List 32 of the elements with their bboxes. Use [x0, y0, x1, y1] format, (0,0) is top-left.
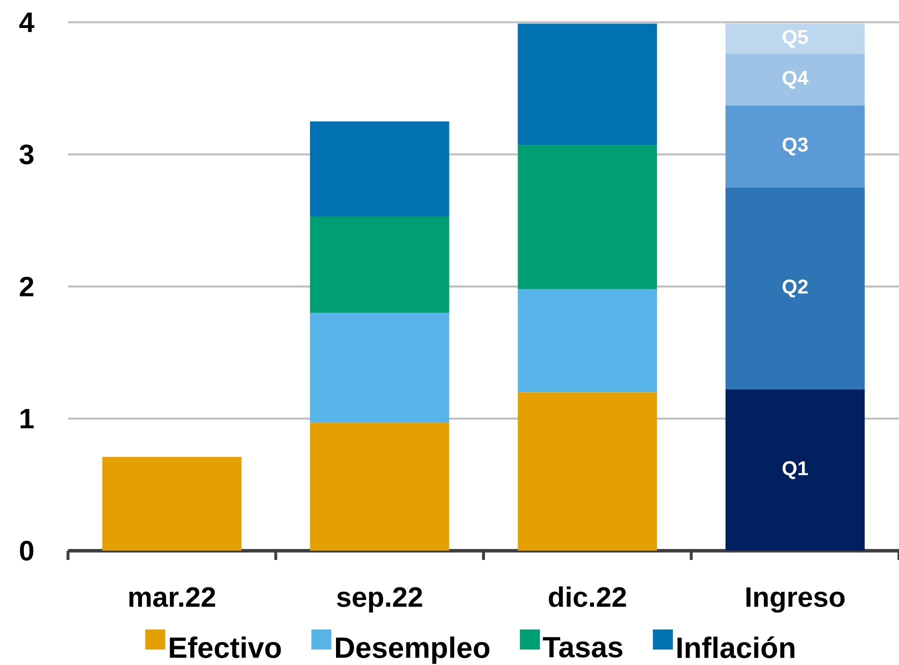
x-tick-label: mar.22 [129, 587, 216, 607]
bar [102, 456, 242, 551]
bar [726, 106, 865, 188]
bar [518, 392, 657, 551]
y-tick-label: 4 [19, 12, 34, 32]
bar [518, 145, 657, 290]
bar [726, 54, 865, 106]
bar [310, 121, 450, 216]
y-tick-label: 3 [20, 144, 34, 164]
series-label: Q5 [782, 30, 808, 48]
legend-label: Desempleo [336, 636, 490, 664]
bar [726, 187, 865, 390]
x-tick-label: Ingreso [746, 587, 845, 613]
legend-label: Inflación [678, 636, 794, 658]
y-tick-label: 1 [20, 408, 34, 428]
x-tick-label: dic.22 [548, 586, 626, 607]
series-label: Q1 [782, 461, 808, 480]
y-tick-label: 0 [20, 540, 34, 561]
bar [310, 422, 450, 551]
bar [726, 390, 865, 551]
bar [310, 312, 450, 423]
series-label: Q3 [782, 138, 808, 156]
series-label: Q4 [782, 70, 808, 89]
legend-label: Tasas [542, 637, 622, 658]
bar [310, 216, 450, 313]
bar [518, 24, 657, 146]
legend-label: Efectivo [170, 636, 281, 658]
x-tick-label: sep.22 [337, 587, 422, 613]
bar [518, 289, 657, 392]
y-tick-label: 2 [20, 276, 34, 296]
series-label: Q2 [782, 280, 808, 298]
bar [726, 24, 865, 54]
